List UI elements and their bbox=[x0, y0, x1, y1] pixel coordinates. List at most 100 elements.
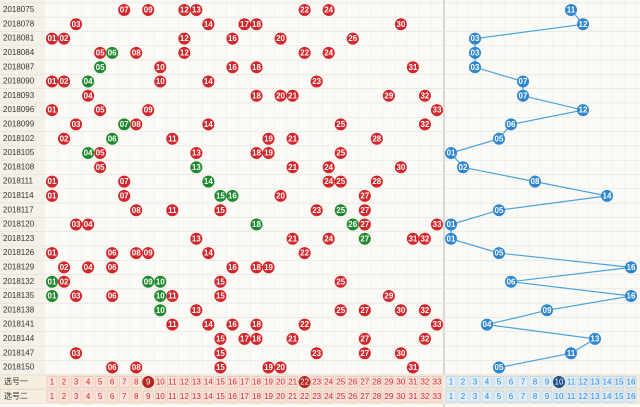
red-option[interactable]: 33 bbox=[433, 392, 442, 401]
blue-box[interactable] bbox=[481, 390, 493, 403]
red-option[interactable]: 9 bbox=[146, 378, 151, 387]
red-option[interactable]: 1 bbox=[50, 378, 55, 387]
red-box[interactable] bbox=[431, 390, 443, 403]
red-option[interactable]: 4 bbox=[86, 392, 91, 401]
red-box[interactable] bbox=[179, 376, 190, 388]
red-box[interactable] bbox=[287, 376, 298, 388]
blue-option[interactable]: 13 bbox=[591, 378, 600, 387]
blue-box[interactable] bbox=[517, 376, 529, 388]
red-option[interactable]: 10 bbox=[156, 392, 165, 401]
red-option[interactable]: 24 bbox=[324, 378, 333, 387]
red-option[interactable]: 4 bbox=[86, 378, 91, 387]
red-box[interactable] bbox=[407, 390, 419, 403]
blue-box[interactable] bbox=[565, 376, 577, 388]
blue-option[interactable]: 5 bbox=[497, 392, 502, 401]
blue-box[interactable] bbox=[613, 390, 625, 403]
blue-box[interactable] bbox=[541, 376, 553, 388]
red-box[interactable] bbox=[299, 390, 310, 403]
blue-box[interactable] bbox=[577, 390, 589, 403]
red-box[interactable] bbox=[335, 376, 347, 388]
red-box[interactable] bbox=[191, 376, 202, 388]
blue-box[interactable] bbox=[505, 390, 517, 403]
blue-box[interactable] bbox=[553, 390, 565, 403]
red-option[interactable]: 16 bbox=[228, 378, 237, 387]
blue-box[interactable] bbox=[445, 376, 457, 388]
red-box[interactable] bbox=[347, 390, 359, 403]
red-box[interactable] bbox=[383, 376, 395, 388]
red-box[interactable] bbox=[215, 390, 226, 403]
red-option[interactable]: 14 bbox=[204, 392, 213, 401]
red-option[interactable]: 30 bbox=[396, 378, 405, 387]
blue-box[interactable] bbox=[457, 376, 469, 388]
blue-box[interactable] bbox=[505, 376, 517, 388]
blue-option[interactable]: 11 bbox=[567, 392, 576, 401]
blue-option[interactable]: 10 bbox=[555, 378, 564, 387]
red-box[interactable] bbox=[383, 390, 395, 403]
blue-option[interactable]: 11 bbox=[567, 378, 576, 387]
red-option[interactable]: 22 bbox=[300, 378, 309, 387]
blue-option[interactable]: 1 bbox=[449, 392, 454, 401]
blue-box[interactable] bbox=[493, 376, 505, 388]
blue-box[interactable] bbox=[541, 390, 553, 403]
red-option[interactable]: 10 bbox=[156, 378, 165, 387]
blue-option[interactable]: 15 bbox=[615, 378, 624, 387]
blue-option[interactable]: 10 bbox=[555, 392, 564, 401]
red-box[interactable] bbox=[419, 390, 431, 403]
blue-option[interactable]: 4 bbox=[485, 392, 490, 401]
blue-box[interactable] bbox=[625, 376, 637, 388]
blue-option[interactable]: 12 bbox=[579, 392, 588, 401]
red-option[interactable]: 15 bbox=[216, 392, 225, 401]
red-option[interactable]: 7 bbox=[122, 378, 127, 387]
blue-box[interactable] bbox=[529, 390, 541, 403]
blue-option[interactable]: 9 bbox=[545, 378, 550, 387]
red-box[interactable] bbox=[395, 376, 407, 388]
blue-option[interactable]: 8 bbox=[533, 378, 538, 387]
red-option[interactable]: 27 bbox=[360, 378, 369, 387]
red-option[interactable]: 21 bbox=[288, 392, 297, 401]
blue-option[interactable]: 3 bbox=[473, 392, 478, 401]
red-box[interactable] bbox=[118, 390, 130, 403]
blue-option[interactable]: 2 bbox=[461, 378, 466, 387]
red-option[interactable]: 31 bbox=[408, 378, 417, 387]
red-option[interactable]: 8 bbox=[134, 378, 139, 387]
red-option[interactable]: 30 bbox=[396, 392, 405, 401]
red-box[interactable] bbox=[263, 390, 274, 403]
blue-box[interactable] bbox=[469, 390, 481, 403]
red-box[interactable] bbox=[371, 376, 383, 388]
red-box[interactable] bbox=[251, 376, 262, 388]
red-option[interactable]: 32 bbox=[420, 378, 429, 387]
blue-option[interactable]: 6 bbox=[509, 378, 514, 387]
red-option[interactable]: 20 bbox=[276, 378, 285, 387]
red-box[interactable] bbox=[46, 390, 58, 403]
red-box[interactable] bbox=[407, 376, 419, 388]
red-box[interactable] bbox=[167, 376, 178, 388]
red-option[interactable]: 3 bbox=[74, 378, 79, 387]
red-box[interactable] bbox=[323, 376, 334, 388]
blue-option[interactable]: 15 bbox=[615, 392, 624, 401]
red-option[interactable]: 26 bbox=[348, 378, 357, 387]
red-box[interactable] bbox=[106, 376, 118, 388]
blue-box[interactable] bbox=[601, 376, 613, 388]
red-box[interactable] bbox=[335, 390, 347, 403]
red-box[interactable] bbox=[239, 390, 250, 403]
red-box[interactable] bbox=[227, 390, 238, 403]
red-option[interactable]: 11 bbox=[168, 378, 177, 387]
red-box[interactable] bbox=[239, 376, 250, 388]
red-option[interactable]: 27 bbox=[360, 392, 369, 401]
red-option[interactable]: 29 bbox=[384, 378, 393, 387]
red-box[interactable] bbox=[179, 390, 190, 403]
red-option[interactable]: 25 bbox=[336, 392, 345, 401]
red-option[interactable]: 14 bbox=[204, 378, 213, 387]
red-option[interactable]: 7 bbox=[122, 392, 127, 401]
blue-box[interactable] bbox=[481, 376, 493, 388]
blue-box[interactable] bbox=[529, 376, 541, 388]
red-box[interactable] bbox=[106, 390, 118, 403]
blue-option[interactable]: 5 bbox=[497, 378, 502, 387]
red-box[interactable] bbox=[58, 376, 70, 388]
red-option[interactable]: 29 bbox=[384, 392, 393, 401]
blue-box[interactable] bbox=[589, 390, 601, 403]
red-option[interactable]: 24 bbox=[324, 392, 333, 401]
blue-option[interactable]: 6 bbox=[509, 392, 514, 401]
blue-option[interactable]: 4 bbox=[485, 378, 490, 387]
blue-box[interactable] bbox=[457, 390, 469, 403]
